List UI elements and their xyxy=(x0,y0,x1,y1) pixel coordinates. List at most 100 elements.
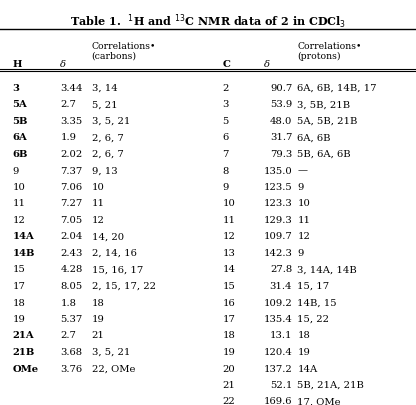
Text: 137.2: 137.2 xyxy=(263,364,292,373)
Text: 7.27: 7.27 xyxy=(60,199,82,208)
Text: 2.02: 2.02 xyxy=(60,149,82,159)
Text: 11: 11 xyxy=(223,215,235,224)
Text: 18: 18 xyxy=(297,331,310,340)
Text: 5: 5 xyxy=(223,117,229,126)
Text: Correlations•: Correlations• xyxy=(92,42,156,51)
Text: 16: 16 xyxy=(223,298,235,307)
Text: 3, 5, 21: 3, 5, 21 xyxy=(92,117,130,126)
Text: 13: 13 xyxy=(223,248,235,257)
Text: 12: 12 xyxy=(12,215,25,224)
Text: 2, 6, 7: 2, 6, 7 xyxy=(92,149,123,159)
Text: —: — xyxy=(297,166,307,175)
Text: 11: 11 xyxy=(92,199,104,208)
Text: 3.44: 3.44 xyxy=(60,84,83,93)
Text: 3, 5, 21: 3, 5, 21 xyxy=(92,347,130,356)
Text: Correlations•: Correlations• xyxy=(297,42,362,51)
Text: 14A: 14A xyxy=(12,232,34,241)
Text: 135.0: 135.0 xyxy=(263,166,292,175)
Text: 14B, 15: 14B, 15 xyxy=(297,298,337,307)
Text: 3, 14: 3, 14 xyxy=(92,84,117,93)
Text: 5A, 5B, 21B: 5A, 5B, 21B xyxy=(297,117,358,126)
Text: 9: 9 xyxy=(12,166,19,175)
Text: 18: 18 xyxy=(223,331,235,340)
Text: 2, 15, 17, 22: 2, 15, 17, 22 xyxy=(92,281,156,290)
Text: 6A, 6B, 14B, 17: 6A, 6B, 14B, 17 xyxy=(297,84,377,93)
Text: 15, 22: 15, 22 xyxy=(297,314,329,323)
Text: 5.37: 5.37 xyxy=(60,314,82,323)
Text: 2.04: 2.04 xyxy=(60,232,83,241)
Text: 10: 10 xyxy=(223,199,235,208)
Text: 4.28: 4.28 xyxy=(60,265,83,274)
Text: 5B: 5B xyxy=(12,117,28,126)
Text: 6A, 6B: 6A, 6B xyxy=(297,133,331,142)
Text: δ: δ xyxy=(264,60,270,69)
Text: 7.37: 7.37 xyxy=(60,166,82,175)
Text: 123.5: 123.5 xyxy=(263,183,292,192)
Text: H: H xyxy=(12,60,22,69)
Text: 7.05: 7.05 xyxy=(60,215,82,224)
Text: 169.6: 169.6 xyxy=(264,396,292,405)
Text: 11: 11 xyxy=(12,199,25,208)
Text: 9, 13: 9, 13 xyxy=(92,166,117,175)
Text: 20: 20 xyxy=(223,364,235,373)
Text: 3.35: 3.35 xyxy=(60,117,82,126)
Text: Table 1.  $^1$H and $^{13}$C NMR data of 2 in CDCl$_3$: Table 1. $^1$H and $^{13}$C NMR data of … xyxy=(70,13,346,31)
Text: 12: 12 xyxy=(297,232,310,241)
Text: (carbons): (carbons) xyxy=(92,52,136,61)
Text: 8.05: 8.05 xyxy=(60,281,82,290)
Text: 17, OMe: 17, OMe xyxy=(297,396,341,405)
Text: 9: 9 xyxy=(223,183,229,192)
Text: 14: 14 xyxy=(223,265,235,274)
Text: 15, 16, 17: 15, 16, 17 xyxy=(92,265,143,274)
Text: 3: 3 xyxy=(223,100,229,109)
Text: 19: 19 xyxy=(92,314,104,323)
Text: 109.2: 109.2 xyxy=(263,298,292,307)
Text: 6B: 6B xyxy=(12,149,28,159)
Text: 5B, 21A, 21B: 5B, 21A, 21B xyxy=(297,380,364,389)
Text: 3: 3 xyxy=(12,84,20,93)
Text: 21: 21 xyxy=(223,380,235,389)
Text: 5B, 6A, 6B: 5B, 6A, 6B xyxy=(297,149,351,159)
Text: 12: 12 xyxy=(92,215,104,224)
Text: 123.3: 123.3 xyxy=(263,199,292,208)
Text: 10: 10 xyxy=(12,183,25,192)
Text: 3, 14A, 14B: 3, 14A, 14B xyxy=(297,265,357,274)
Text: 22: 22 xyxy=(223,396,235,405)
Text: 7.06: 7.06 xyxy=(60,183,82,192)
Text: 15: 15 xyxy=(12,265,25,274)
Text: 27.8: 27.8 xyxy=(270,265,292,274)
Text: 12: 12 xyxy=(223,232,235,241)
Text: 1.8: 1.8 xyxy=(60,298,76,307)
Text: 10: 10 xyxy=(92,183,104,192)
Text: 1.9: 1.9 xyxy=(60,133,76,142)
Text: 120.4: 120.4 xyxy=(263,347,292,356)
Text: 14, 20: 14, 20 xyxy=(92,232,124,241)
Text: 7: 7 xyxy=(223,149,229,159)
Text: 18: 18 xyxy=(12,298,25,307)
Text: OMe: OMe xyxy=(12,364,39,373)
Text: 18: 18 xyxy=(92,298,104,307)
Text: 17: 17 xyxy=(12,281,25,290)
Text: 52.1: 52.1 xyxy=(270,380,292,389)
Text: 2.7: 2.7 xyxy=(60,100,76,109)
Text: 11: 11 xyxy=(297,215,310,224)
Text: 48.0: 48.0 xyxy=(270,117,292,126)
Text: 3.68: 3.68 xyxy=(60,347,82,356)
Text: 17: 17 xyxy=(223,314,235,323)
Text: 6: 6 xyxy=(223,133,229,142)
Text: C: C xyxy=(223,60,230,69)
Text: 15, 17: 15, 17 xyxy=(297,281,329,290)
Text: (protons): (protons) xyxy=(297,52,341,61)
Text: 19: 19 xyxy=(223,347,235,356)
Text: 8: 8 xyxy=(223,166,229,175)
Text: 2, 14, 16: 2, 14, 16 xyxy=(92,248,136,257)
Text: 21A: 21A xyxy=(12,331,34,340)
Text: 2.43: 2.43 xyxy=(60,248,83,257)
Text: δ: δ xyxy=(60,60,66,69)
Text: 142.3: 142.3 xyxy=(263,248,292,257)
Text: 6A: 6A xyxy=(12,133,27,142)
Text: 21: 21 xyxy=(92,331,104,340)
Text: 79.3: 79.3 xyxy=(270,149,292,159)
Text: 135.4: 135.4 xyxy=(263,314,292,323)
Text: 53.9: 53.9 xyxy=(270,100,292,109)
